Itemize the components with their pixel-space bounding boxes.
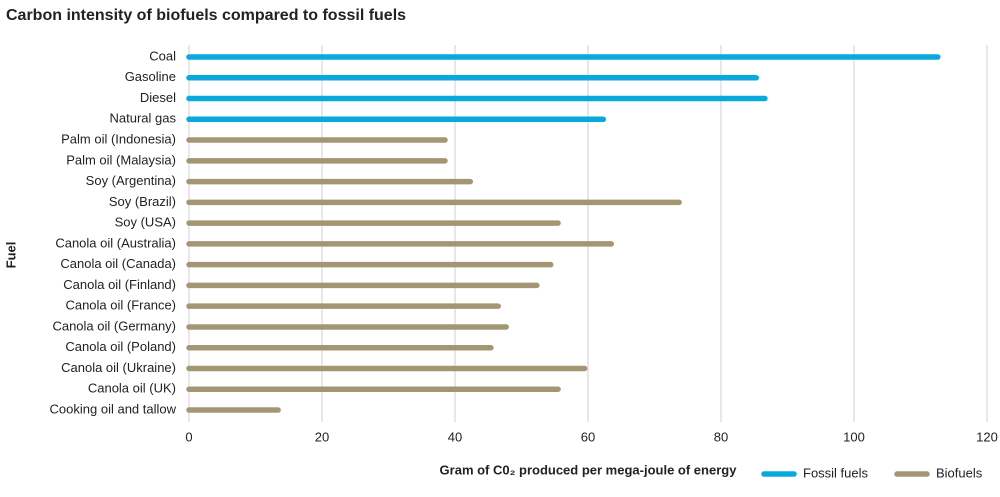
- chart-title: Carbon intensity of biofuels compared to…: [6, 7, 406, 24]
- y-tick-label: Diesel: [140, 90, 176, 105]
- x-tick-label: 80: [714, 429, 728, 444]
- x-tick-label: 40: [448, 429, 462, 444]
- y-tick-label: Palm oil (Malaysia): [66, 152, 176, 167]
- x-tick-label: 0: [185, 429, 192, 444]
- x-axis-label: Gram of C0₂ produced per mega-joule of e…: [440, 462, 738, 477]
- y-tick-label: Canola oil (Finland): [63, 277, 176, 292]
- y-tick-label: Palm oil (Indonesia): [61, 131, 176, 146]
- y-tick-label: Canola oil (Germany): [52, 318, 176, 333]
- y-tick-label: Gasoline: [125, 69, 176, 84]
- x-tick-label: 60: [581, 429, 595, 444]
- y-tick-label: Canola oil (France): [65, 298, 176, 313]
- x-tick-label: 100: [843, 429, 865, 444]
- y-tick-label: Soy (Argentina): [86, 173, 176, 188]
- y-tick-label: Canola oil (Poland): [65, 339, 176, 354]
- y-tick-label: Soy (USA): [115, 215, 176, 230]
- legend-label: Biofuels: [936, 465, 983, 480]
- x-tick-label: 20: [315, 429, 329, 444]
- y-tick-label: Canola oil (Australia): [55, 235, 176, 250]
- y-tick-label: Coal: [149, 48, 176, 63]
- y-tick-label: Natural gas: [110, 111, 177, 126]
- y-tick-label: Soy (Brazil): [109, 194, 176, 209]
- y-axis-label: Fuel: [3, 242, 18, 269]
- y-tick-label: Cooking oil and tallow: [50, 401, 177, 416]
- y-tick-label: Canola oil (UK): [88, 381, 176, 396]
- x-tick-label: 120: [976, 429, 998, 444]
- y-tick-label: Canola oil (Canada): [60, 256, 176, 271]
- legend-label: Fossil fuels: [803, 465, 869, 480]
- y-tick-label: Canola oil (Ukraine): [61, 360, 176, 375]
